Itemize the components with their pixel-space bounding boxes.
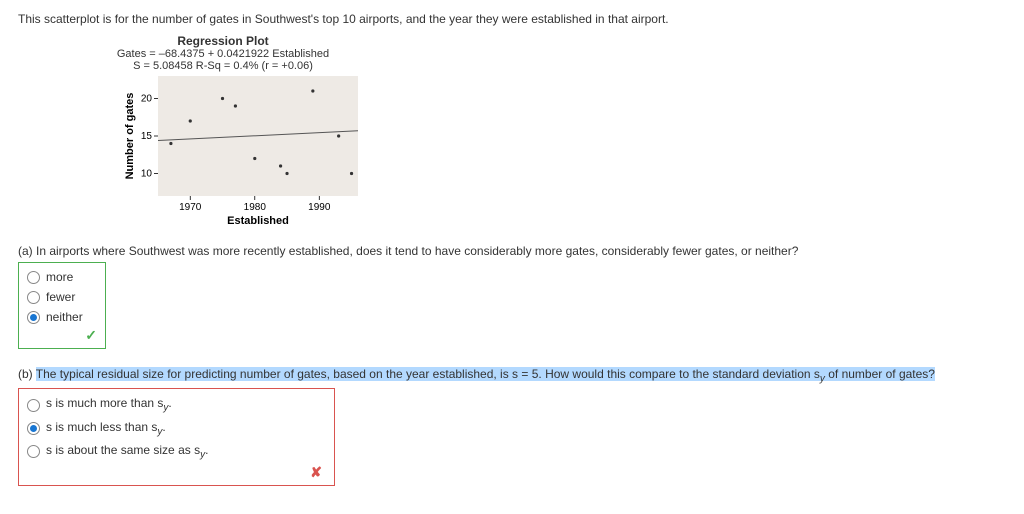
part-a-option[interactable]: fewer: [27, 287, 97, 307]
chart-equation: Gates = –68.4375 + 0.0421922 Established: [93, 48, 353, 60]
option-label: s is much more than sy.: [46, 396, 172, 413]
part-a-answer-box: more fewer neither ✓: [18, 262, 106, 349]
svg-text:10: 10: [141, 169, 153, 180]
svg-text:Number of gates: Number of gates: [124, 93, 136, 180]
part-a-prompt: (a) In airports where Southwest was more…: [18, 244, 1006, 258]
part-b-answer-box: s is much more than sy. s is much less th…: [18, 388, 335, 485]
svg-text:15: 15: [141, 131, 153, 142]
part-b-option[interactable]: s is much more than sy.: [27, 393, 322, 416]
radio-icon[interactable]: [27, 291, 40, 304]
chart-stats: S = 5.08458 R-Sq = 0.4% (r = +0.06): [93, 60, 353, 72]
radio-icon[interactable]: [27, 399, 40, 412]
part-a-option[interactable]: neither: [27, 307, 97, 327]
part-b-prompt: (b) The typical residual size for predic…: [18, 367, 1006, 384]
option-label: fewer: [46, 290, 75, 304]
regression-plot: Regression Plot Gates = –68.4375 + 0.042…: [123, 34, 1006, 234]
part-a-option[interactable]: more: [27, 267, 97, 287]
part-b-option[interactable]: s is much less than sy.: [27, 417, 322, 440]
radio-icon[interactable]: [27, 445, 40, 458]
option-label: neither: [46, 310, 83, 324]
option-label: s is about the same size as sy.: [46, 443, 208, 460]
chart-svg: 10 15 20 1970 1980 1990 Established Number of g…: [123, 74, 383, 234]
chart-title: Regression Plot: [123, 34, 323, 48]
part-b-option[interactable]: s is about the same size as sy.: [27, 440, 322, 463]
option-label: more: [46, 270, 73, 284]
svg-text:1990: 1990: [308, 202, 331, 213]
radio-icon[interactable]: [27, 311, 40, 324]
svg-text:1970: 1970: [179, 202, 202, 213]
intro-text: This scatterplot is for the number of ga…: [18, 12, 1006, 26]
cross-icon: ✘: [310, 464, 322, 480]
option-label: s is much less than sy.: [46, 420, 166, 437]
radio-icon[interactable]: [27, 422, 40, 435]
svg-text:Established: Established: [227, 215, 289, 227]
check-icon: ✓: [85, 327, 97, 343]
svg-text:20: 20: [141, 94, 153, 105]
radio-icon[interactable]: [27, 271, 40, 284]
svg-text:1980: 1980: [244, 202, 267, 213]
